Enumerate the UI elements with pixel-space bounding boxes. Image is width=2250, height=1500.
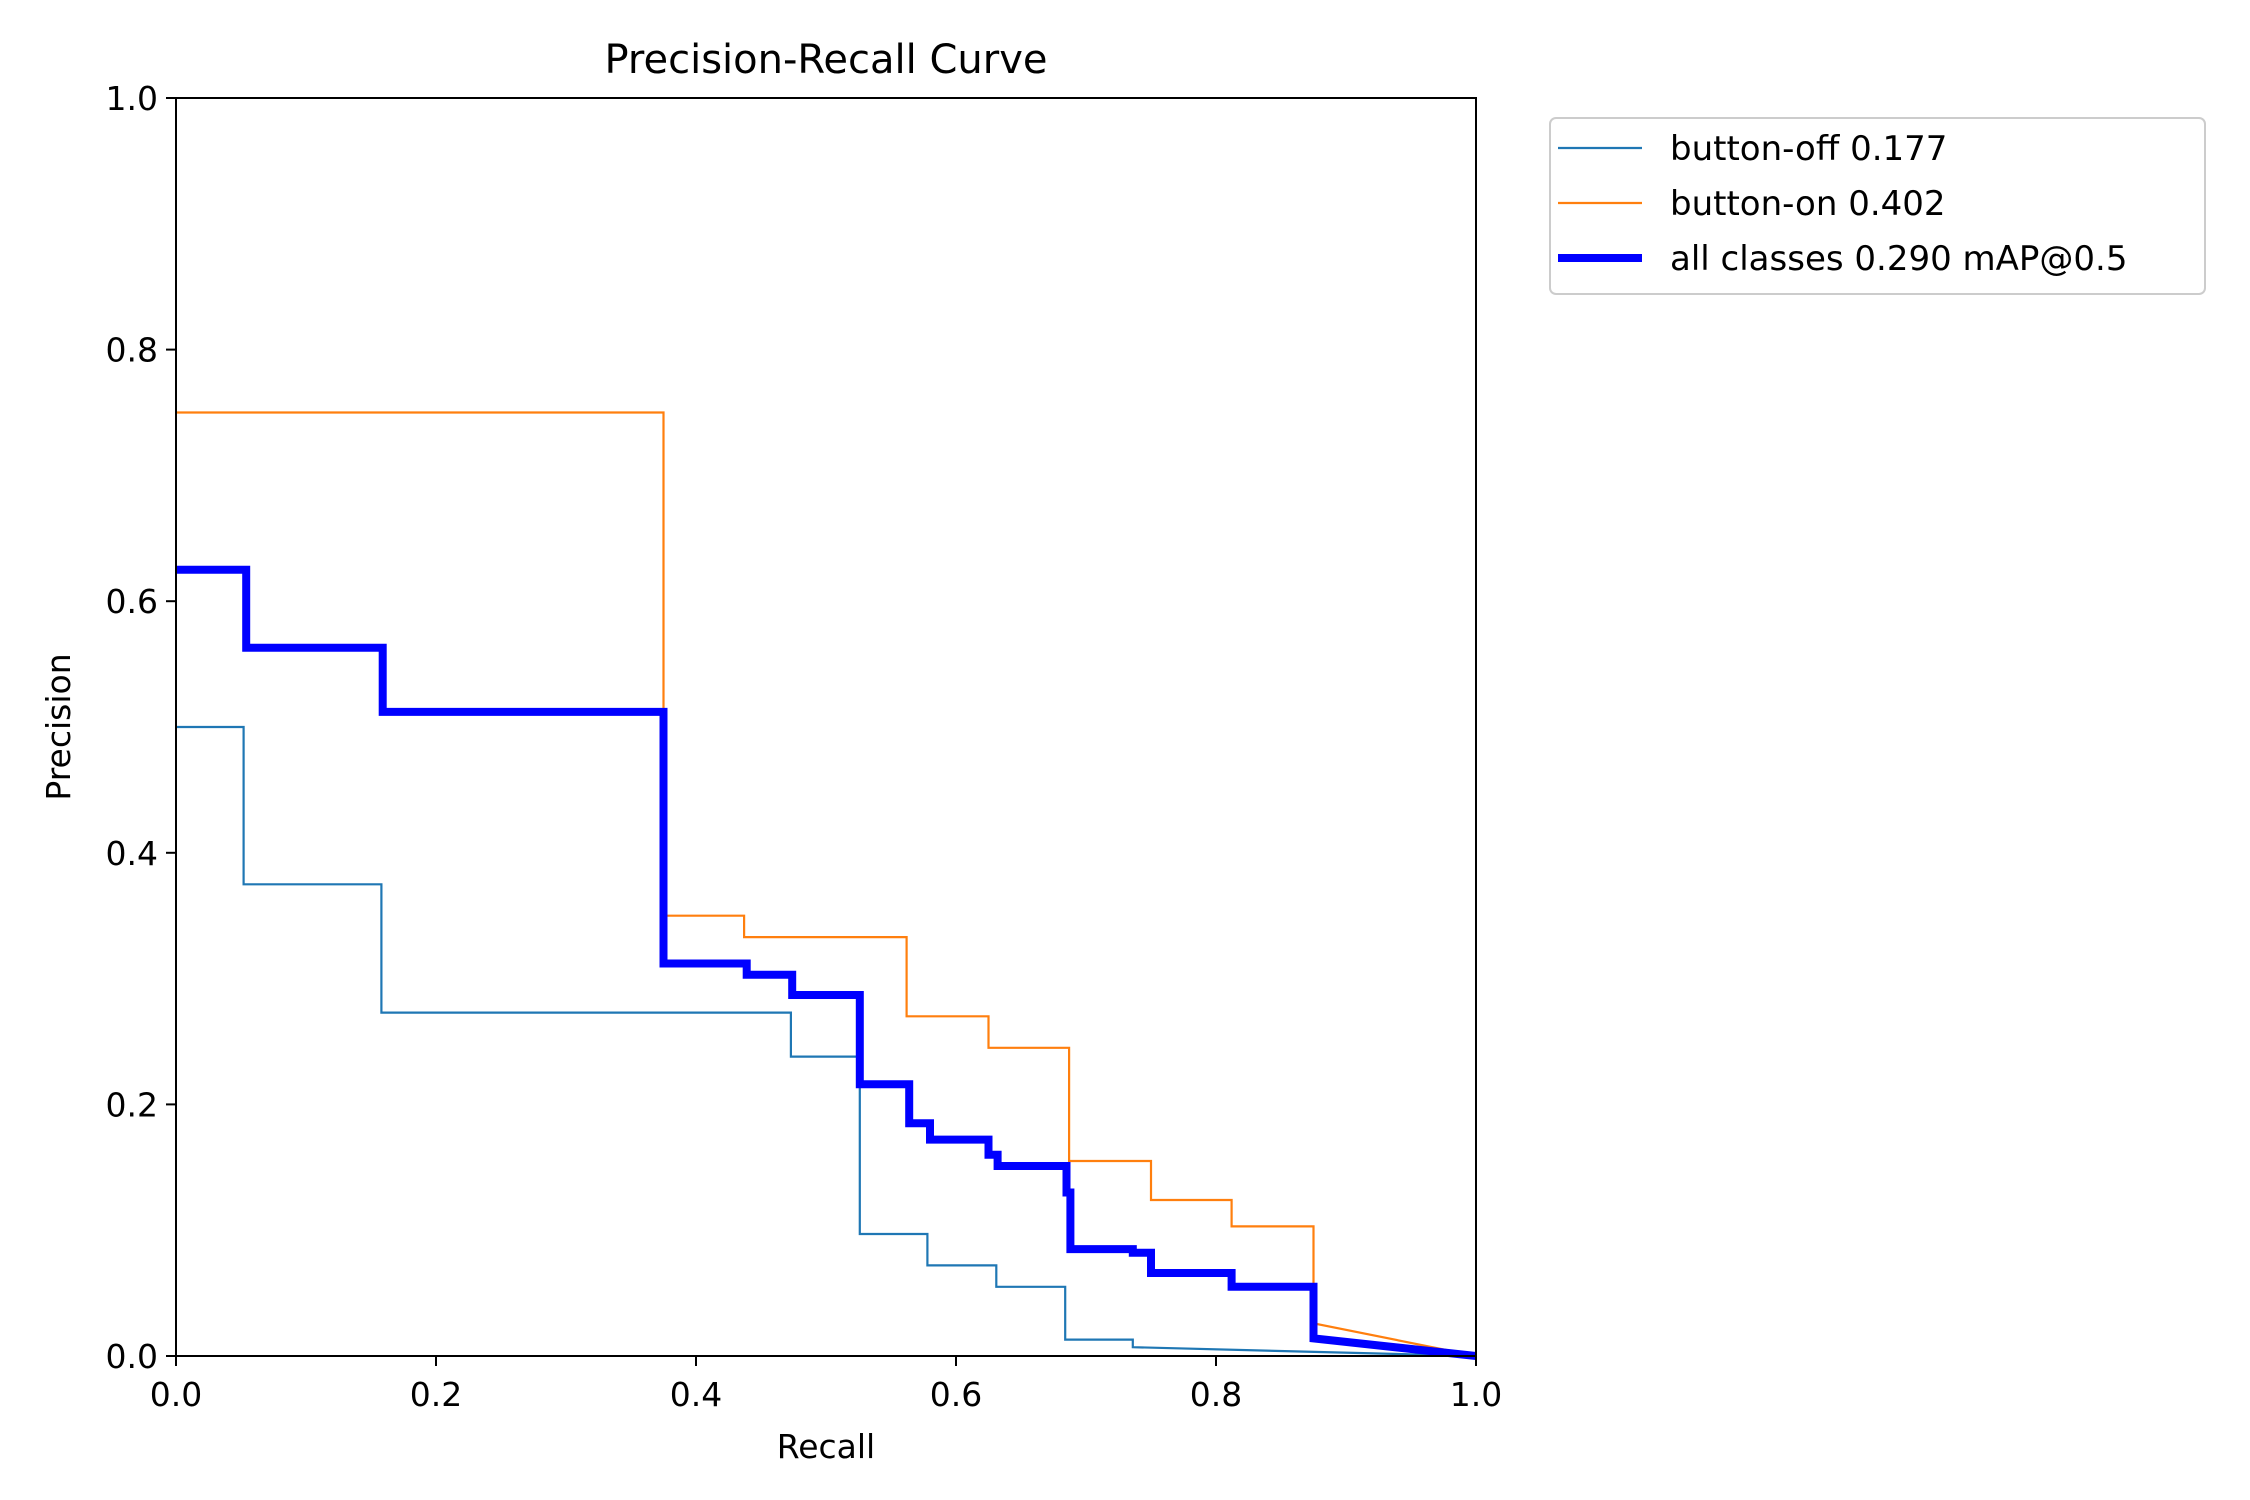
- x-tick-label: 0.6: [930, 1375, 982, 1414]
- series-line-1: [176, 411, 1477, 1358]
- series-line-0: [176, 725, 1477, 1358]
- x-tick-label: 0.2: [410, 1375, 462, 1414]
- x-tick-label: 0.0: [150, 1375, 202, 1414]
- series-lines: [176, 411, 1477, 1360]
- legend-label-0: button-off 0.177: [1670, 129, 1947, 169]
- y-axis-label: Precision: [39, 653, 78, 800]
- chart-title: Precision-Recall Curve: [605, 37, 1048, 83]
- y-tick-label: 0.0: [106, 1337, 158, 1376]
- x-axis-label: Recall: [777, 1427, 875, 1466]
- legend-label-1: button-on 0.402: [1670, 184, 1946, 224]
- y-tick-label: 0.4: [106, 834, 158, 873]
- y-tick-label: 1.0: [106, 79, 158, 118]
- x-axis-ticks: 0.0 0.2 0.4 0.6 0.8 1.0: [150, 1356, 1502, 1414]
- legend-label-2: all classes 0.290 mAP@0.5: [1670, 239, 2127, 279]
- series-line-2: [176, 565, 1477, 1360]
- plot-frame: [175, 97, 1477, 1357]
- y-axis-ticks: 0.0 0.2 0.4 0.6 0.8 1.0: [106, 79, 176, 1376]
- legend-box: [1549, 117, 2206, 295]
- y-tick-label: 0.6: [106, 582, 158, 621]
- y-tick-label: 0.2: [106, 1085, 158, 1124]
- legend: button-off 0.177 button-on 0.402 all class…: [1549, 117, 2206, 295]
- x-tick-label: 0.8: [1190, 1375, 1242, 1414]
- y-tick-label: 0.8: [106, 331, 158, 370]
- x-tick-label: 0.4: [670, 1375, 722, 1414]
- x-tick-label: 1.0: [1450, 1375, 1502, 1414]
